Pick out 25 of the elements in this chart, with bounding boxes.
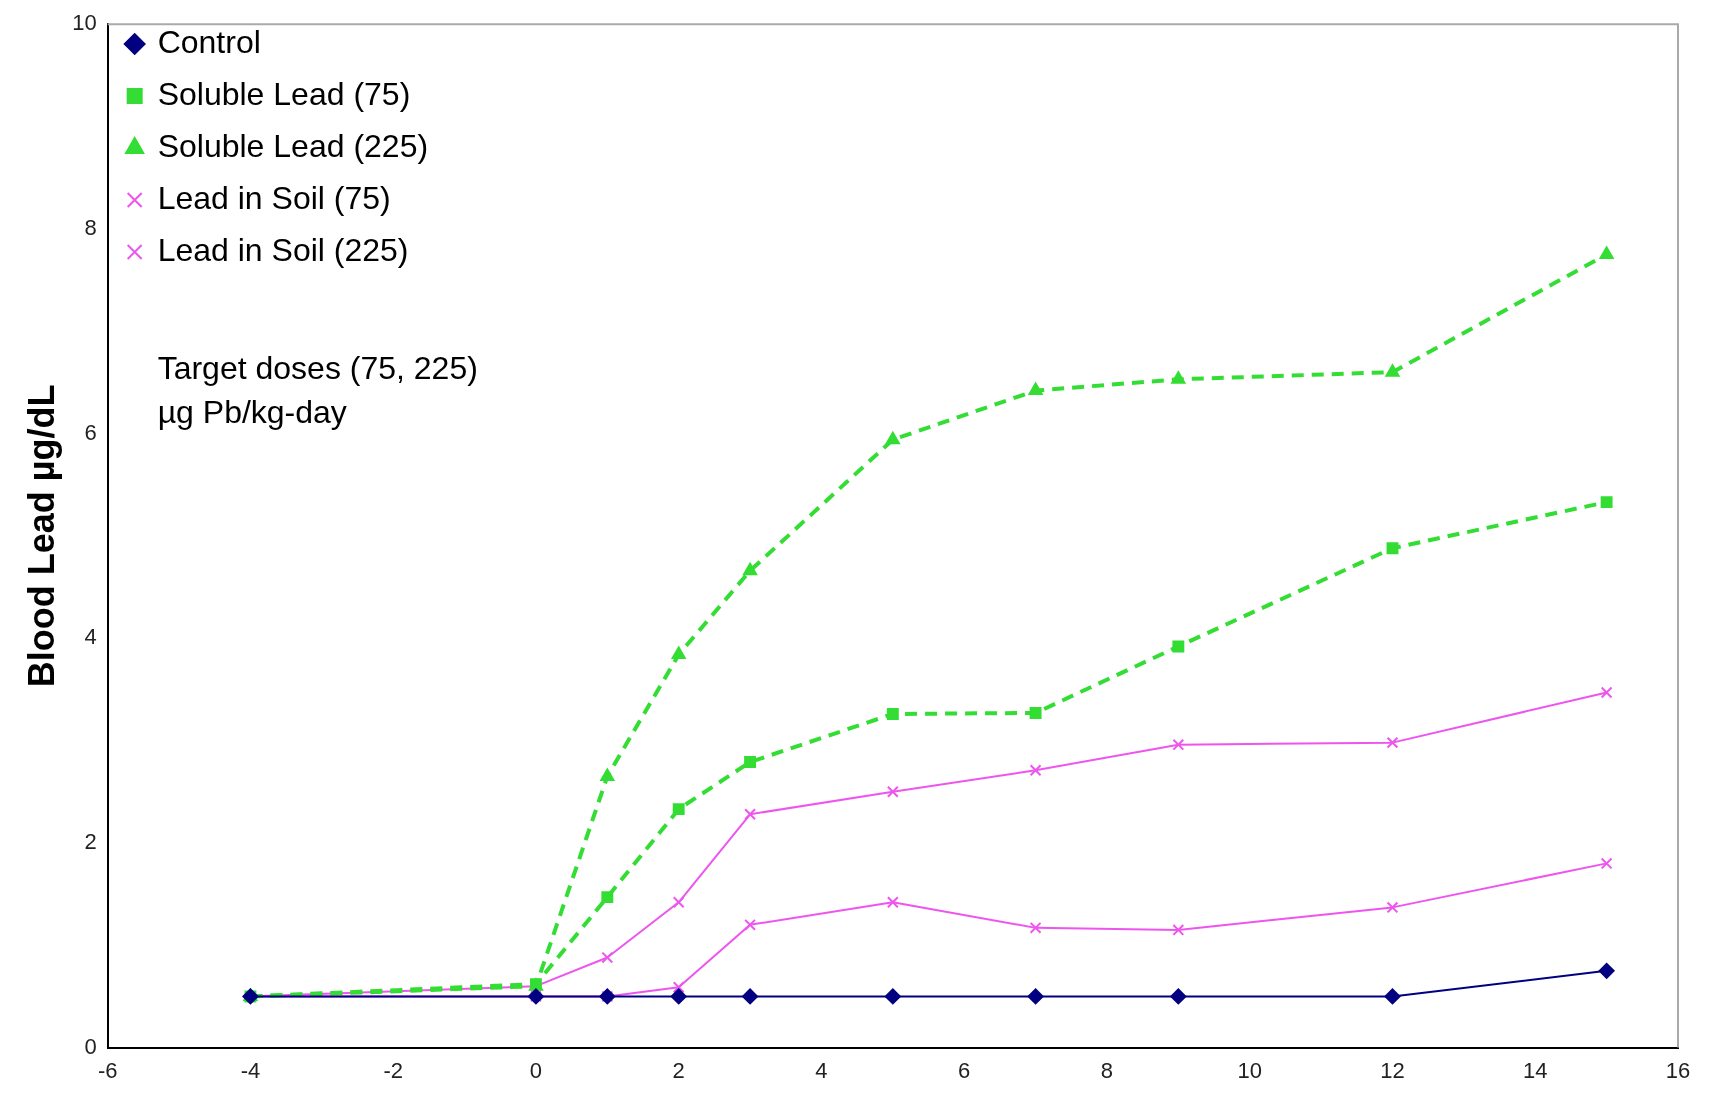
annotation: Target doses (75, 225) µg Pb/kg-day	[157, 350, 478, 431]
x-tick-label: 2	[672, 1057, 685, 1083]
x-tick-label: 4	[815, 1057, 828, 1083]
legend-label: Soluble Lead (75)	[157, 75, 411, 112]
legend-label: Lead in Soil (75)	[157, 179, 391, 216]
y-tick-label: 0	[84, 1033, 97, 1059]
y-tick-label: 8	[84, 214, 97, 240]
x-tick-label: 10	[1237, 1057, 1262, 1083]
x-tick-label: -6	[97, 1057, 118, 1083]
x-tick-label: 14	[1523, 1057, 1548, 1083]
y-tick-label: 2	[84, 828, 97, 854]
x-tick-label: -4	[240, 1057, 261, 1083]
x-tick-label: 16	[1665, 1057, 1691, 1083]
legend-label: Lead in Soil (225)	[157, 231, 409, 268]
x-tick-label: -2	[383, 1057, 403, 1083]
x-tick-label: 6	[958, 1057, 971, 1083]
x-tick-label: 0	[529, 1057, 543, 1083]
legend-label: Control	[157, 23, 261, 60]
x-tick-label: 8	[1100, 1057, 1114, 1083]
y-tick-label: 10	[72, 10, 97, 36]
legend-label: Soluble Lead (225)	[157, 127, 429, 164]
y-axis-title: Blood Lead µg/dL	[20, 384, 62, 688]
x-tick-label: 12	[1380, 1057, 1405, 1083]
y-tick-label: 6	[84, 419, 97, 445]
y-tick-label: 4	[84, 624, 97, 650]
